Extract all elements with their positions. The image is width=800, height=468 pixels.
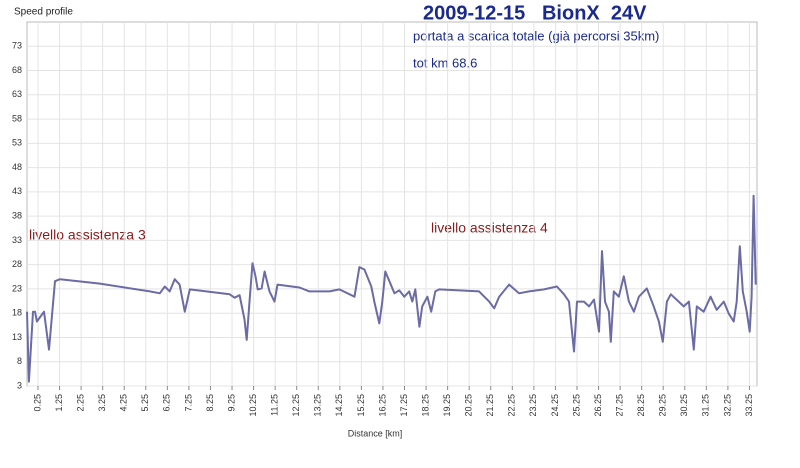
x-tick-label: 32.25 <box>722 394 732 417</box>
y-tick-label: 73 <box>12 41 22 51</box>
x-tick-label: 2.25 <box>75 394 85 412</box>
x-tick-label: 8.25 <box>205 394 215 412</box>
x-tick-label: 0.25 <box>32 394 42 412</box>
speed-line <box>26 194 757 383</box>
subtitle: tot km 68.6 <box>413 55 477 70</box>
y-tick-label: 63 <box>12 89 22 99</box>
y-tick-label: 3 <box>17 380 22 390</box>
x-tick-label: 30.25 <box>679 394 689 417</box>
y-tick-label: 23 <box>12 283 22 293</box>
x-tick-label: 25.25 <box>571 394 581 417</box>
y-tick-label: 58 <box>12 113 22 123</box>
x-tick-label: 7.25 <box>183 394 193 412</box>
x-tick-label: 16.25 <box>377 394 387 417</box>
x-axis-label: Distance [km] <box>348 428 403 438</box>
x-tick-label: 3.25 <box>97 394 107 412</box>
x-tick-label: 26.25 <box>593 394 603 417</box>
x-tick-label: 33.25 <box>744 394 754 417</box>
x-tick-label: 6.25 <box>162 394 172 412</box>
plot-area <box>26 21 758 387</box>
x-tick-label: 4.25 <box>119 394 129 412</box>
x-tick-label: 28.25 <box>636 394 646 417</box>
x-tick-label: 12.25 <box>291 394 301 417</box>
y-tick-label: 18 <box>12 308 22 318</box>
corner-label: Speed profile <box>14 7 73 18</box>
x-tick-label: 1.25 <box>54 394 64 412</box>
y-tick-label: 8 <box>17 356 22 366</box>
x-tick-label: 31.25 <box>701 394 711 417</box>
y-tick-label: 38 <box>12 211 22 221</box>
y-tick-label: 43 <box>12 186 22 196</box>
x-tick-label: 17.25 <box>399 394 409 417</box>
x-tick-label: 15.25 <box>356 394 366 417</box>
x-tick-label: 13.25 <box>313 394 323 417</box>
x-tick-label: 14.25 <box>334 394 344 417</box>
chart-title: 2009-12-15 BionX 24V <box>423 2 647 24</box>
x-tick-label: 19.25 <box>442 394 452 417</box>
x-tick-label: 10.25 <box>248 394 258 417</box>
y-tick-label: 68 <box>12 65 22 75</box>
y-tick-label: 28 <box>12 259 22 269</box>
x-tick-label: 24.25 <box>550 394 560 417</box>
x-tick-label: 11.25 <box>270 394 280 416</box>
y-tick-label: 13 <box>12 332 22 342</box>
y-tick-label: 48 <box>12 162 22 172</box>
y-tick-label: 53 <box>12 138 22 148</box>
x-tick-label: 23.25 <box>528 394 538 417</box>
x-tick-label: 20.25 <box>464 394 474 417</box>
annotation: livello assistenza 3 <box>29 227 146 243</box>
x-tick-label: 27.25 <box>614 394 624 417</box>
x-tick-label: 29.25 <box>658 394 668 417</box>
subtitle: portata a scarica totale (già percorsi 3… <box>413 28 659 43</box>
x-tick-label: 22.25 <box>507 394 517 417</box>
x-tick-label: 9.25 <box>226 394 236 412</box>
y-tick-label: 33 <box>12 235 22 245</box>
x-tick-label: 18.25 <box>420 394 430 417</box>
x-tick-label: 5.25 <box>140 394 150 412</box>
annotation: livello assistenza 4 <box>431 220 548 236</box>
x-tick-label: 21.25 <box>485 394 495 417</box>
